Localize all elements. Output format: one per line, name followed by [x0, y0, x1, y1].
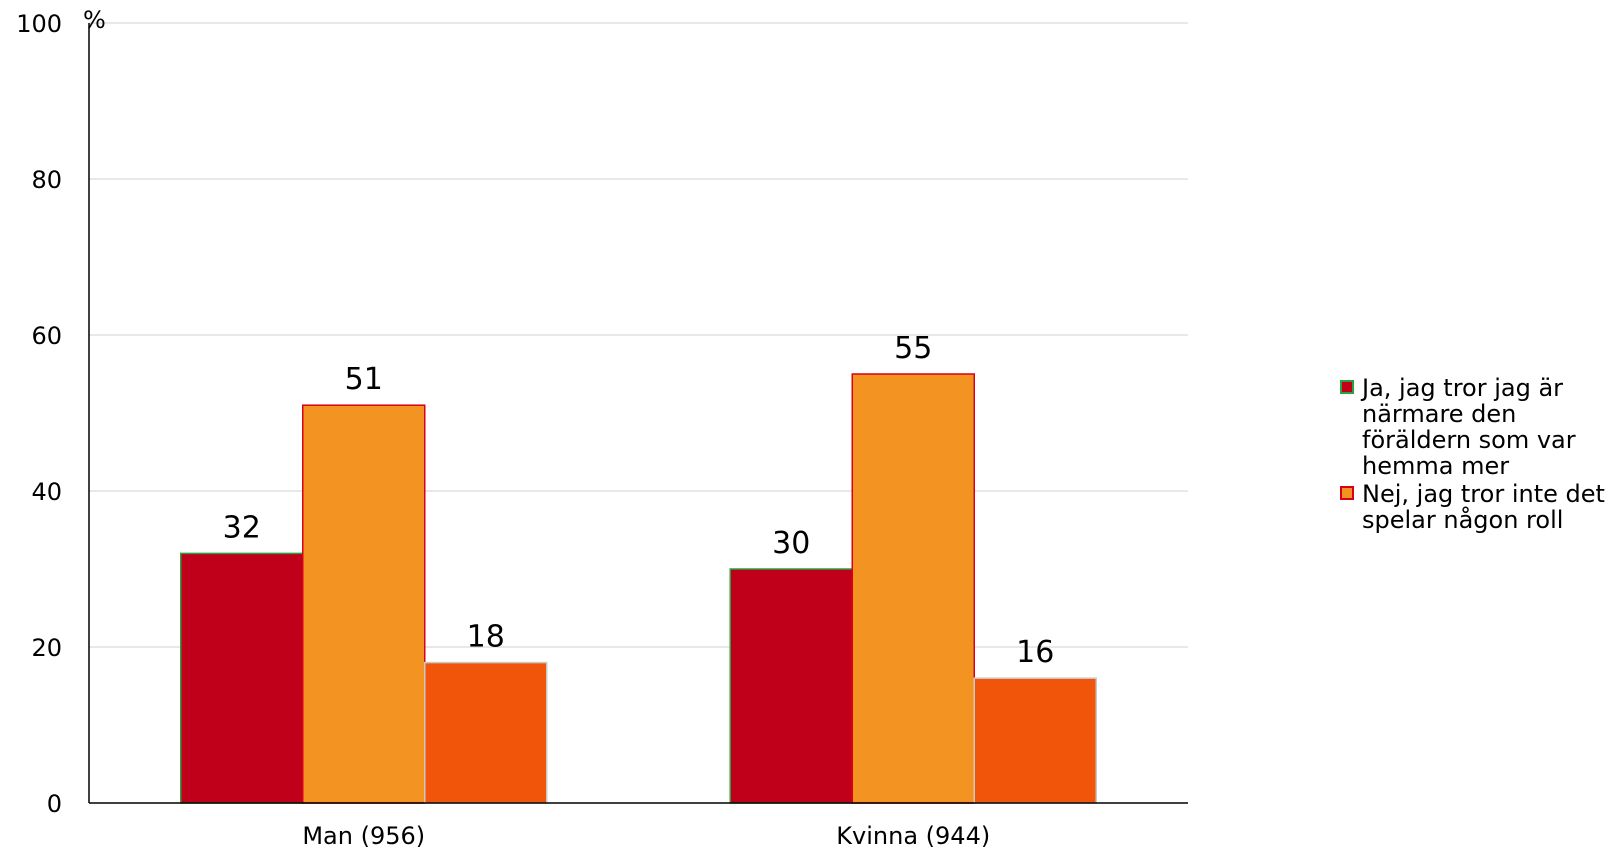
legend-label-series-2: Nej, jag tror inte det spelar någon roll [1362, 480, 1605, 534]
data-label-3-cat-1: 18 [467, 620, 505, 655]
gridlines [89, 22, 1188, 648]
x-tick-label-1: Man (956) [302, 822, 425, 850]
legend-swatch-series-2 [1340, 486, 1354, 500]
bar-3-cat-2 [973, 677, 1097, 804]
bar-1-cat-1 [180, 552, 304, 804]
y-tick-label-80: 80 [31, 166, 62, 194]
y-tick-label-100: 100 [16, 10, 62, 38]
legend-label-series-1: Ja, jag tror jag är närmare den förälder… [1362, 374, 1576, 480]
data-label-2-cat-1: 51 [345, 362, 383, 397]
bar-2-cat-1 [302, 404, 426, 804]
legend: Ja, jag tror jag är närmare den förälder… [1338, 375, 1610, 533]
y-tick-label-20: 20 [31, 634, 62, 662]
legend-item-series-2: Nej, jag tror inte det spelar någon roll [1338, 481, 1610, 533]
bars [180, 373, 1097, 804]
y-tick-label-40: 40 [31, 478, 62, 506]
bar-3-cat-1 [424, 661, 548, 804]
legend-item-series-1: Ja, jag tror jag är närmare den förälder… [1338, 375, 1610, 479]
bar-1-cat-2 [729, 568, 853, 804]
data-label-3-cat-2: 16 [1016, 635, 1054, 670]
axes [88, 23, 1188, 804]
y-tick-label-60: 60 [31, 322, 62, 350]
data-label-1-cat-2: 30 [772, 526, 810, 561]
data-label-1-cat-1: 32 [223, 510, 261, 545]
y-tick-label-0: 0 [47, 790, 62, 818]
legend-swatch-series-1 [1340, 380, 1354, 394]
x-tick-label-2: Kvinna (944) [836, 822, 990, 850]
bar-2-cat-2 [851, 373, 975, 804]
y-unit-label: % [83, 6, 106, 34]
labels: 0 20 40 60 80 100 % 32 51 18 Man (956) 30 55 16 Kvinna… [16, 6, 1054, 850]
data-label-2-cat-2: 55 [894, 331, 932, 366]
